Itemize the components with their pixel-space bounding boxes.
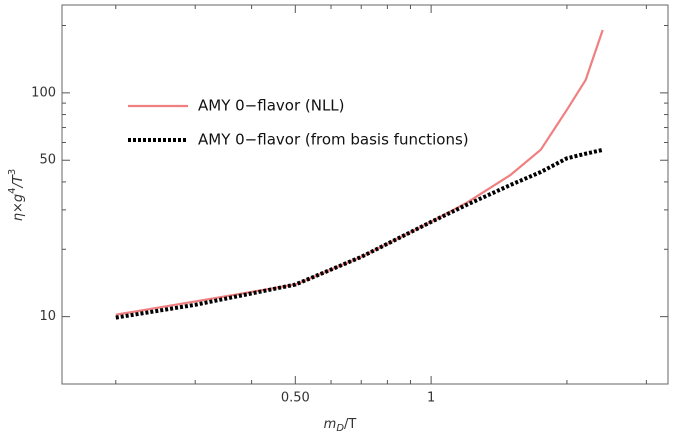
x-axis-label: mD/T — [324, 417, 357, 435]
y-tick-label: 10 — [39, 309, 56, 324]
y-tick-label: 50 — [39, 153, 56, 168]
x-tick-label: 1 — [427, 391, 435, 406]
y-tick-label: 100 — [31, 85, 56, 100]
series-line — [115, 147, 604, 320]
legend-label: AMY 0−flavor (from basis functions) — [198, 131, 469, 149]
legend-label: AMY 0−flavor (NLL) — [198, 97, 345, 115]
x-tick-label: 0.50 — [281, 391, 310, 406]
plot-frame — [61, 4, 669, 385]
y-axis-label: η×g4/T3 — [7, 169, 26, 221]
series-line — [115, 29, 604, 316]
